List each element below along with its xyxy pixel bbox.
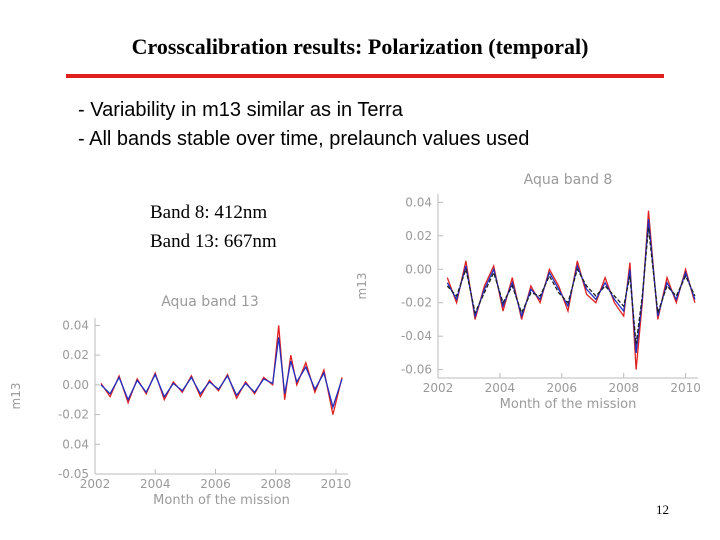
x-axis-label: Month of the mission (500, 397, 637, 412)
band-note: Band 13: 667nm (150, 231, 277, 252)
y-tick-label: 0.00 (405, 262, 432, 276)
x-tick-label: 2010 (321, 477, 352, 491)
y-tick-label: 0.04 (62, 318, 89, 332)
y-axis-label: m13 (355, 273, 369, 300)
y-tick-label: -0.06 (401, 363, 432, 377)
x-tick-label: 2008 (608, 381, 639, 395)
chart-title: Aqua band 13 (161, 294, 259, 310)
y-tick-label: -0.02 (401, 296, 432, 310)
x-tick-label: 2008 (260, 477, 291, 491)
y-tick-label: 0.04 (405, 195, 432, 209)
x-tick-label: 2002 (423, 381, 454, 395)
y-tick-label: -0.05 (58, 467, 89, 481)
chart-aqua-band-13: Aqua band 13 m13 Month of the mission 0.04 0… (9, 294, 352, 508)
bullet-item: - All bands stable over time, prelaunch … (78, 128, 530, 150)
chart-title: Aqua band 8 (524, 172, 613, 188)
x-tick-label: 2004 (140, 477, 171, 491)
bullet-item: - Variability in m13 similar as in Terra (78, 99, 403, 121)
x-tick-label: 2004 (485, 381, 516, 395)
bullet-list: - Variability in m13 similar as in Terra… (78, 96, 529, 154)
x-tick-label: 2002 (80, 477, 111, 491)
x-axis-label: Month of the mission (153, 493, 290, 508)
y-tick-label: -0.04 (401, 329, 432, 343)
x-tick-label: 2006 (547, 381, 578, 395)
y-tick-label: 0.02 (405, 229, 432, 243)
series-line-blue (100, 337, 343, 410)
x-tick-label: 2006 (200, 477, 231, 491)
slide-title: Crosscalibration results: Polarization (… (131, 34, 589, 59)
series-line-red (100, 325, 343, 415)
chart-aqua-band-8: Aqua band 8 m13 Month of the mission 0.04 0.… (355, 172, 701, 412)
y-axis-label: m13 (9, 383, 23, 410)
series-line-dark (446, 227, 696, 345)
series-line-blue (446, 219, 696, 353)
y-tick-label: 0.00 (62, 378, 89, 392)
band-notes: Band 8: 412nm Band 13: 667nm (150, 198, 277, 256)
y-tick-label: 0.02 (62, 348, 89, 362)
y-tick-label: 0.04 (62, 437, 89, 451)
x-tick-label: 2010 (670, 381, 701, 395)
band-note: Band 8: 412nm (150, 202, 268, 223)
page-number: 12 (656, 502, 669, 517)
y-tick-label: -0.02 (58, 408, 89, 422)
title-underline (66, 74, 664, 78)
